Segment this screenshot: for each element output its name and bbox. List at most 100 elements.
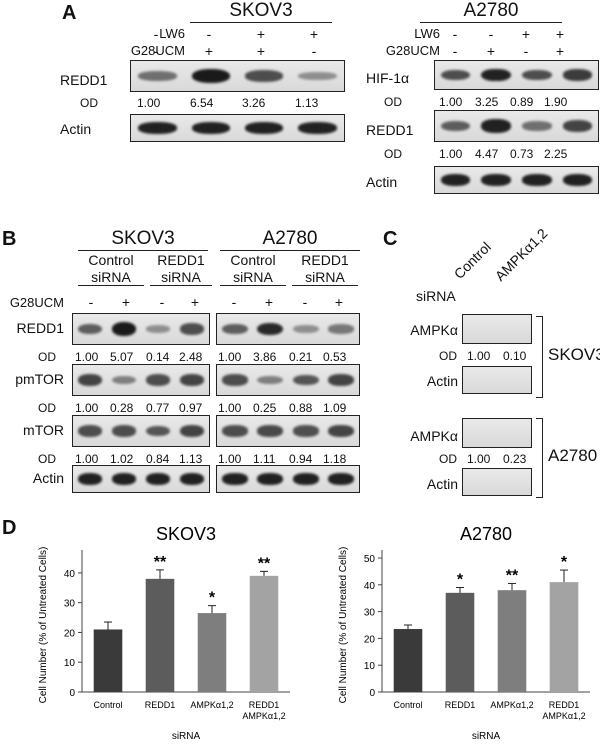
od-value: 2.25 bbox=[544, 147, 568, 161]
blot-band bbox=[328, 425, 355, 437]
western-blot-ampk bbox=[462, 418, 532, 448]
blot-band bbox=[298, 122, 337, 134]
sirna-group-label: Control bbox=[230, 252, 276, 268]
bar-chart-skov3: SKOV3 0 10 20 30 40 Cell Number (% of Untreate… bbox=[38, 524, 290, 742]
blot-band bbox=[440, 174, 471, 186]
blot-band bbox=[179, 473, 205, 485]
od-label: OD bbox=[384, 95, 402, 109]
od-value: 6.54 bbox=[190, 96, 214, 110]
treatment-sign: + bbox=[555, 43, 565, 59]
blot-band bbox=[562, 120, 593, 132]
western-blot-redd1 bbox=[434, 110, 599, 142]
blot-band bbox=[145, 325, 171, 333]
row-label: Actin bbox=[426, 476, 458, 492]
treatment-label: LW6 bbox=[159, 26, 185, 41]
sirna-group-label: siRNA bbox=[150, 269, 212, 286]
bar bbox=[497, 590, 527, 692]
od-value: 0.73 bbox=[510, 147, 534, 161]
y-tick-label: 50 bbox=[364, 554, 376, 565]
od-value: 1.00 bbox=[75, 452, 99, 466]
significance-marker: ** bbox=[258, 555, 271, 572]
od-value: 0.14 bbox=[146, 350, 170, 364]
od-value: 1.13 bbox=[179, 452, 203, 466]
bar bbox=[145, 578, 175, 692]
bar-chart-a2780: A2780 0 10 20 30 40 50 Cell Number (% of Untrea… bbox=[338, 524, 590, 742]
od-label: OD bbox=[38, 401, 56, 415]
od-value: 1.00 bbox=[218, 401, 242, 415]
od-value: 0.28 bbox=[110, 401, 134, 415]
blot-band bbox=[292, 473, 319, 485]
panel-d-letter: D bbox=[2, 517, 17, 539]
significance-marker: * bbox=[209, 590, 216, 607]
blot-band bbox=[440, 69, 471, 81]
western-blot-skov3 bbox=[72, 313, 210, 345]
cell-line-label: SKOV3 bbox=[548, 345, 600, 364]
x-tick-label: REDD1 AMPKα1,2 bbox=[242, 700, 285, 721]
panel-b-title-skov3: SKOV3 bbox=[78, 228, 208, 251]
x-tick-label: AMPKα1,2 bbox=[490, 700, 533, 710]
treatment-sign: - bbox=[159, 294, 165, 310]
od-value: 3.26 bbox=[242, 96, 266, 110]
western-blot-hif1a bbox=[434, 60, 599, 90]
od-value: 1.00 bbox=[218, 452, 242, 466]
treatment-sign: - bbox=[452, 26, 458, 42]
panel-a-a2780-title: A2780 bbox=[420, 0, 562, 23]
significance-marker: * bbox=[457, 571, 464, 588]
blot-band bbox=[328, 324, 355, 334]
significance-marker: ** bbox=[506, 567, 519, 584]
y-tick-label: 20 bbox=[364, 634, 376, 645]
od-value: 1.11 bbox=[253, 452, 276, 466]
panel-a-letter: A bbox=[62, 2, 77, 24]
blot-band bbox=[257, 473, 284, 485]
blot-band bbox=[77, 323, 103, 335]
blot-band bbox=[292, 374, 319, 386]
od-value: 1.00 bbox=[439, 95, 463, 109]
western-blot-actin bbox=[434, 166, 599, 194]
western-blot-redd1 bbox=[130, 60, 345, 92]
western-blot-ampk bbox=[462, 314, 532, 344]
treatment-sign: + bbox=[334, 294, 344, 310]
western-blot-skov3 bbox=[72, 415, 210, 447]
treatment-sign: + bbox=[121, 294, 131, 310]
blot-band bbox=[257, 425, 284, 437]
blot-band bbox=[257, 375, 284, 385]
row-label: AMPKα bbox=[410, 322, 458, 338]
od-value: 3.25 bbox=[475, 95, 499, 109]
y-tick-label: 10 bbox=[364, 661, 376, 672]
bar bbox=[197, 613, 227, 692]
x-tick-label: REDD1 bbox=[445, 700, 476, 710]
od-value: 5.07 bbox=[110, 350, 134, 364]
blot-band bbox=[292, 425, 319, 437]
row-label: mTOR bbox=[23, 422, 64, 438]
western-blot-skov3 bbox=[72, 465, 210, 493]
blot-band bbox=[328, 374, 355, 386]
blot-band bbox=[562, 69, 593, 81]
blot-band bbox=[522, 174, 552, 186]
od-value: 0.10 bbox=[503, 349, 527, 363]
od-value: 0.21 bbox=[289, 350, 313, 364]
od-label: OD bbox=[38, 452, 56, 466]
blot-band bbox=[221, 473, 248, 485]
western-blot-a2780 bbox=[216, 364, 360, 396]
blot-band bbox=[111, 375, 137, 385]
blot-band bbox=[179, 374, 205, 386]
sirna-group-label: siRNA bbox=[292, 269, 358, 286]
treatment-sign: + bbox=[264, 294, 274, 310]
blot-band bbox=[145, 473, 171, 485]
od-value: 0.89 bbox=[510, 95, 534, 109]
od-value: 2.48 bbox=[179, 350, 203, 364]
treatment-sign: + bbox=[256, 43, 266, 59]
blot-band bbox=[191, 69, 231, 83]
blot-band bbox=[111, 425, 137, 437]
od-value: 0.88 bbox=[289, 401, 313, 415]
row-label: REDD1 bbox=[16, 320, 64, 336]
bar bbox=[393, 629, 423, 692]
western-blot-actin bbox=[462, 366, 532, 394]
blot-band bbox=[244, 70, 284, 82]
od-value: 0.97 bbox=[179, 401, 203, 415]
significance-marker: ** bbox=[154, 554, 167, 571]
x-tick-label: Control bbox=[93, 700, 122, 710]
sirna-group-label: Control bbox=[88, 252, 134, 268]
y-tick-label: 0 bbox=[69, 688, 75, 699]
y-axis-label: Cell Number (% of Untreated Cells) bbox=[338, 547, 349, 704]
